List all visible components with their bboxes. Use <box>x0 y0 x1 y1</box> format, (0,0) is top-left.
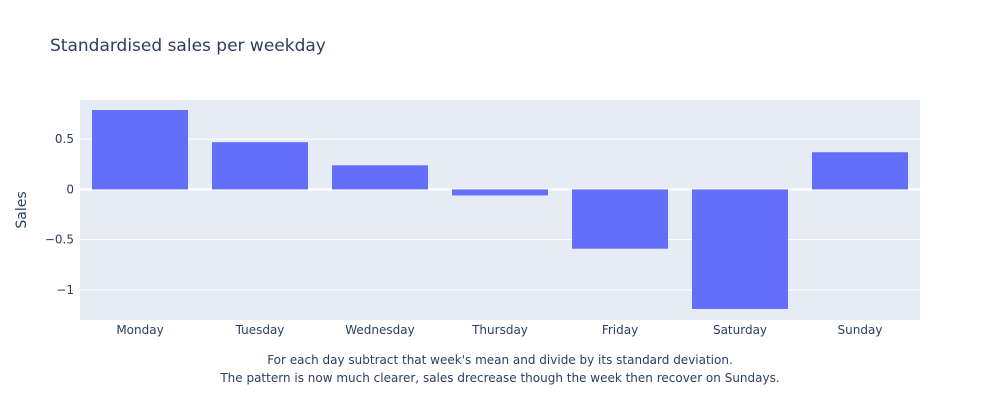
bar-tuesday[interactable] <box>212 142 308 190</box>
bar-monday[interactable] <box>92 110 188 190</box>
x-axis-ticks: Monday Tuesday Wednesday Thursday Friday Satu… <box>116 323 882 337</box>
plot-area <box>80 100 920 320</box>
y-tick-label: 0.5 <box>55 132 74 146</box>
bar-wednesday[interactable] <box>332 165 428 190</box>
x-tick-label: Thursday <box>471 323 528 337</box>
x-tick-label: Sunday <box>838 323 883 337</box>
bar-saturday[interactable] <box>692 189 788 309</box>
y-tick-label: −1 <box>56 283 74 297</box>
y-tick-label: −0.5 <box>45 233 74 247</box>
x-tick-label: Monday <box>116 323 163 337</box>
bars <box>92 110 908 309</box>
bar-friday[interactable] <box>572 189 668 249</box>
annotation-line-1: For each day subtract that week's mean a… <box>267 353 733 367</box>
y-axis-ticks: 0.5 0 −0.5 −1 <box>45 132 74 297</box>
x-tick-label: Saturday <box>713 323 767 337</box>
annotation-line-2: The pattern is now much clearer, sales d… <box>219 371 779 385</box>
x-tick-label: Wednesday <box>345 323 414 337</box>
x-tick-label: Friday <box>602 323 638 337</box>
x-tick-label: Tuesday <box>235 323 285 337</box>
y-tick-label: 0 <box>66 182 74 196</box>
chart-title: Standardised sales per weekday <box>50 36 326 56</box>
bar-thursday[interactable] <box>452 189 548 196</box>
bar-sunday[interactable] <box>812 152 908 190</box>
y-axis-label: Sales <box>14 191 30 228</box>
